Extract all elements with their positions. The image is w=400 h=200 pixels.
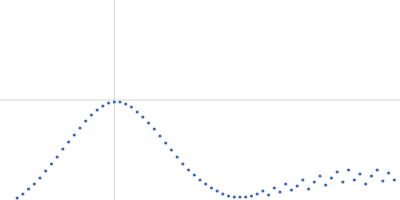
point	[267, 193, 270, 196]
point	[238, 195, 241, 198]
point	[67, 140, 70, 143]
point	[204, 182, 207, 185]
point	[358, 172, 361, 175]
point	[90, 113, 93, 116]
point	[21, 192, 24, 195]
point	[290, 188, 293, 191]
point	[176, 155, 179, 158]
point	[198, 178, 201, 181]
point	[336, 170, 339, 173]
point	[16, 196, 19, 199]
point	[330, 176, 333, 179]
point	[44, 169, 47, 172]
point	[118, 100, 121, 103]
point	[38, 176, 41, 179]
point	[124, 102, 127, 105]
point	[164, 141, 167, 144]
point	[170, 148, 173, 151]
point	[96, 108, 99, 111]
point	[244, 195, 247, 198]
point	[50, 162, 53, 165]
point	[318, 174, 321, 177]
point	[284, 182, 287, 185]
point	[273, 186, 276, 189]
point	[387, 171, 390, 174]
point	[256, 192, 259, 195]
point	[187, 168, 190, 171]
point	[250, 194, 253, 197]
point	[364, 182, 367, 185]
point	[381, 179, 384, 182]
point	[84, 119, 87, 122]
point	[181, 162, 184, 165]
point	[347, 168, 350, 171]
point	[353, 178, 356, 181]
point	[61, 147, 64, 150]
point	[153, 127, 156, 130]
point	[136, 110, 139, 113]
point	[393, 178, 396, 181]
point	[56, 155, 59, 158]
point	[130, 105, 133, 108]
point	[158, 134, 161, 137]
point	[370, 174, 373, 177]
points	[16, 100, 396, 199]
point	[33, 182, 36, 185]
point	[113, 100, 116, 103]
point	[27, 187, 30, 190]
point	[301, 178, 304, 181]
point	[296, 184, 299, 187]
point	[227, 194, 230, 197]
point	[193, 173, 196, 176]
point	[216, 189, 219, 192]
point	[307, 187, 310, 190]
point	[341, 180, 344, 183]
point	[261, 189, 264, 192]
point	[101, 104, 104, 107]
point	[221, 192, 224, 195]
point	[324, 183, 327, 186]
point	[233, 195, 236, 198]
point	[107, 101, 110, 104]
point	[147, 121, 150, 124]
point	[278, 190, 281, 193]
point	[78, 126, 81, 129]
point	[141, 115, 144, 118]
point	[73, 133, 76, 136]
point	[313, 180, 316, 183]
grid-line-y	[0, 100, 400, 101]
point	[210, 186, 213, 189]
chart	[0, 0, 400, 200]
point	[376, 168, 379, 171]
